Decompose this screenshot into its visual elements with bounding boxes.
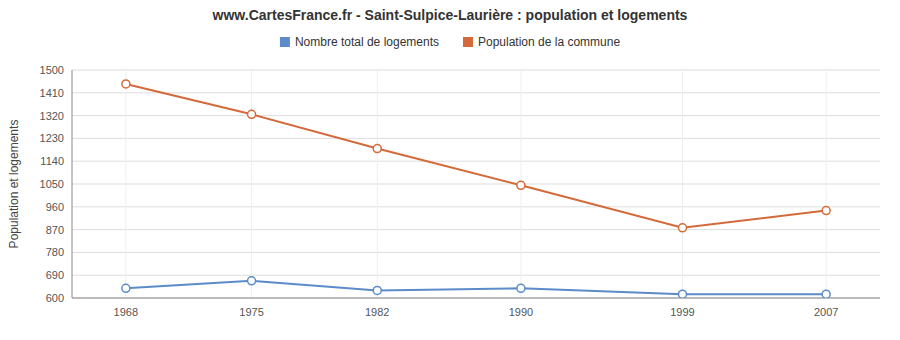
y-tick-label: 870 [46,224,64,236]
point [248,110,256,118]
point [822,207,830,215]
y-grid-line [72,298,880,299]
series-line [126,281,826,294]
x-tick-label: 2007 [814,306,838,318]
x-grid-line [826,70,827,298]
y-tick-label: 960 [46,201,64,213]
y-tick-label: 1140 [40,155,64,167]
y-tick-label: 1050 [40,178,64,190]
y-grid-line [72,229,880,230]
x-tick-label: 1982 [365,306,389,318]
y-axis-line [72,70,73,298]
y-grid-line [72,252,880,253]
plot-area [122,80,830,298]
point [678,290,686,298]
point [248,277,256,285]
y-tick-label: 690 [46,269,64,281]
y-tick-label: 600 [46,292,64,304]
y-grid-line [72,115,880,116]
y-tick-label: 1320 [40,110,64,122]
point [822,290,830,298]
x-axis-line [72,298,880,299]
x-tick-label: 1968 [114,306,138,318]
point [122,80,130,88]
title: www.CartesFrance.fr - Saint-Sulpice-Laur… [212,7,688,23]
y-tick-label: 780 [46,246,64,258]
point [122,284,130,292]
grid [72,70,880,298]
legend-item: Population de la commune [463,35,620,49]
x-grid-line [251,70,252,298]
point [678,224,686,232]
legend-label: Nombre total de logements [295,35,439,49]
legend-label: Population de la commune [478,35,620,49]
y-axis-label: Population et logements [7,120,21,249]
y-tick-label: 1500 [40,64,64,76]
x-grid-line [377,70,378,298]
x-grid-line [125,70,126,298]
x-tick-label: 1990 [509,306,533,318]
point [517,284,525,292]
y-grid-line [72,206,880,207]
point [373,145,381,153]
y-grid-line [72,161,880,162]
legend-swatch [280,37,290,47]
y-grid-line [72,92,880,93]
x-tick-label: 1999 [670,306,694,318]
series-line [126,84,826,228]
y-tick-label: 1410 [40,87,64,99]
y-grid-line [72,184,880,185]
point [517,181,525,189]
y-grid-line [72,70,880,71]
legend: Nombre total de logements Population de l… [280,35,620,49]
point [373,286,381,294]
legend-item: Nombre total de logements [280,35,439,49]
y-tick-label: 1230 [40,132,64,144]
legend-swatch [463,37,473,47]
chart: www.CartesFrance.fr - Saint-Sulpice-Laur… [0,0,900,340]
x-grid-line [682,70,683,298]
y-grid-line [72,138,880,139]
x-tick-label: 1975 [239,306,263,318]
y-grid-line [72,275,880,276]
